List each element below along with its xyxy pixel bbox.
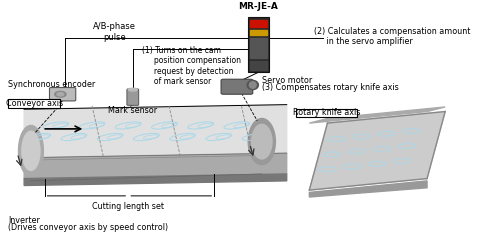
Polygon shape — [309, 112, 445, 190]
Ellipse shape — [247, 80, 258, 90]
Ellipse shape — [251, 124, 272, 159]
Polygon shape — [309, 107, 445, 123]
FancyBboxPatch shape — [127, 89, 139, 105]
Text: Mark sensor: Mark sensor — [108, 106, 158, 115]
Text: Inverter: Inverter — [8, 216, 40, 225]
Text: A/B-phase
pulse: A/B-phase pulse — [93, 22, 136, 42]
Bar — [8, 99, 60, 108]
Text: Rotary knife axis: Rotary knife axis — [292, 108, 360, 117]
Text: (1) Turns on the cam
     position compensation
     request by detection
     o: (1) Turns on the cam position compensati… — [142, 46, 241, 86]
Polygon shape — [309, 181, 427, 197]
Text: Servo motor: Servo motor — [262, 76, 312, 85]
Ellipse shape — [57, 92, 64, 96]
Ellipse shape — [128, 88, 137, 91]
Text: Synchronous encoder: Synchronous encoder — [8, 80, 95, 89]
Bar — [249, 30, 267, 35]
Ellipse shape — [248, 119, 275, 165]
FancyBboxPatch shape — [221, 79, 253, 94]
Ellipse shape — [22, 131, 40, 170]
Text: (Drives conveyor axis by speed control): (Drives conveyor axis by speed control) — [8, 222, 168, 232]
Text: Conveyor axis: Conveyor axis — [6, 99, 63, 108]
Text: (3) Compensates rotary knife axis: (3) Compensates rotary knife axis — [262, 83, 399, 92]
Polygon shape — [24, 105, 287, 158]
Bar — [296, 108, 357, 117]
Polygon shape — [24, 153, 287, 179]
Bar — [249, 61, 267, 70]
Ellipse shape — [18, 126, 43, 176]
Text: (2) Calculates a compensation amount
     in the servo amplifier: (2) Calculates a compensation amount in … — [314, 27, 470, 46]
Ellipse shape — [249, 82, 256, 88]
Text: Cutting length set: Cutting length set — [92, 202, 165, 211]
Polygon shape — [24, 174, 287, 186]
FancyBboxPatch shape — [49, 88, 76, 101]
Bar — [248, 17, 269, 72]
Bar — [249, 20, 267, 27]
Ellipse shape — [55, 91, 66, 97]
Text: MR-JE-A: MR-JE-A — [239, 2, 278, 11]
Bar — [249, 38, 267, 58]
